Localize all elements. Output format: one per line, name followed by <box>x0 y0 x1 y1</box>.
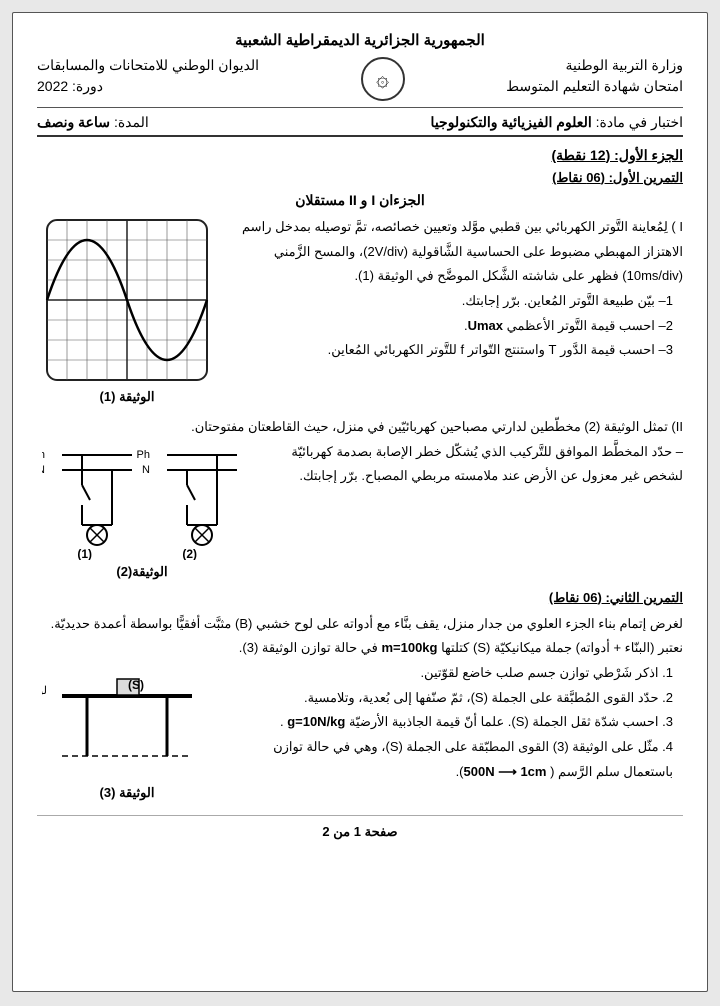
ex2-questions: 1. اذكر شَرْطي توازن جسم صلب خاضع لقوّتي… <box>231 661 683 784</box>
ex1-part-I-row: I ) لِمُعاينة التَّوتر الكهربائي بين قطب… <box>37 215 683 405</box>
I-q2-a: 2– احسب قيمة التَّوتر الأعظمي <box>503 318 673 333</box>
ex2-q2: 2. حدّد القوى المُطبَّقة على الجملة (S)،… <box>231 686 673 711</box>
circuit-num-1: (1) <box>77 547 92 560</box>
I-q2: 2– احسب قيمة التَّوتر الأعظمي Umax. <box>231 314 683 339</box>
subject-row: اختبار في مادة: العلوم الفيزيائية والتكن… <box>37 114 683 137</box>
circuit-num-2: (2) <box>182 547 197 560</box>
logo-glyph: ۞ <box>376 66 389 92</box>
subject-cell: اختبار في مادة: العلوم الفيزيائية والتكن… <box>431 114 683 131</box>
S-label: (S) <box>128 678 144 692</box>
fig2-col: Ph N <box>37 440 247 580</box>
plank-figure: (S) لوح (B) <box>42 661 212 781</box>
duration-cell: المدة: ساعة ونصف <box>37 114 149 131</box>
header-center-col: ۞ <box>361 57 405 101</box>
n-label-1: N <box>42 464 45 476</box>
part1-title: الجزء الأول: (12 نقطة) <box>37 147 683 164</box>
subject-prefix: اختبار في مادة: <box>596 114 683 130</box>
header-left-col: الديوان الوطني للامتحانات والمسابقات دور… <box>37 57 259 95</box>
ex1-title: التمرين الأول: (06 نقاط) <box>37 170 683 186</box>
header-right-col: وزارة التربية الوطنية امتحان شهادة التعل… <box>506 57 683 95</box>
ex1-I-text: I ) لِمُعاينة التَّوتر الكهربائي بين قطب… <box>231 215 683 363</box>
ph-label-2: Ph <box>137 449 150 461</box>
logo-icon: ۞ <box>361 57 405 101</box>
ex2-row: 1. اذكر شَرْطي توازن جسم صلب خاضع لقوّتي… <box>37 661 683 801</box>
page-footer: صفحة 1 من 2 <box>37 815 683 840</box>
session: دورة: 2022 <box>37 78 259 95</box>
fig2-label: الوثيقة(2) <box>37 564 247 580</box>
office: الديوان الوطني للامتحانات والمسابقات <box>37 57 259 74</box>
independent-heading: الجزءان I و II مستقلان <box>37 192 683 209</box>
ministry: وزارة التربية الوطنية <box>506 57 683 74</box>
subject-name: العلوم الفيزيائية والتكنولوجيا <box>431 114 592 130</box>
q3-b: g=10N/kg <box>287 714 345 729</box>
I-q3: 3– احسب قيمة الدَّور T واستنتج التّواتر … <box>231 338 683 363</box>
country-header: الجمهورية الجزائرية الديمقراطية الشعبية <box>37 31 683 49</box>
B-label: لوح <box>42 685 47 697</box>
ex1-part-II-row: – حدّد المخطَّط الموافق للتَّركيب الذي ي… <box>37 440 683 580</box>
q4-b: 500N ⟶ 1cm <box>464 764 547 779</box>
header-row: وزارة التربية الوطنية امتحان شهادة التعل… <box>37 57 683 108</box>
q4-c: ). <box>456 764 464 779</box>
n-label-2: N <box>142 464 150 476</box>
q3-a: 3. احسب شدّة ثقل الجملة (S). علما أنّ قي… <box>345 714 673 729</box>
given-a: نعتبر (البنّاء + أدواته) جملة ميكانيكيّة… <box>437 640 683 655</box>
I-q2-b: Umax <box>468 318 503 333</box>
II-intro: II) تمثل الوثيقة (2) مخطّطين لدارتي مصبا… <box>37 415 683 440</box>
exam-page: الجمهورية الجزائرية الديمقراطية الشعبية … <box>12 12 708 992</box>
ph-label-1: Ph <box>42 449 45 461</box>
exam-name: امتحان شهادة التعليم المتوسط <box>506 78 683 95</box>
duration-prefix: المدة: <box>114 114 149 130</box>
ex2-q4: 4. مثّل على الوثيقة (3) القوى المطبّقة ع… <box>231 735 673 784</box>
ex1-II-text: – حدّد المخطَّط الموافق للتَّركيب الذي ي… <box>261 440 683 489</box>
ex2-given: نعتبر (البنّاء + أدواته) جملة ميكانيكيّة… <box>37 636 683 661</box>
fig1-label: الوثيقة (1) <box>37 389 217 405</box>
fig3-col: (S) لوح (B) الوثيقة (3) <box>37 661 217 801</box>
fig1-col: الوثيقة (1) <box>37 215 217 405</box>
given-b: m=100kg <box>381 640 437 655</box>
ex2-intro: لغرض إتمام بناء الجزء العلوي من جدار منز… <box>37 612 683 637</box>
oscilloscope-figure <box>42 215 212 385</box>
fig3-label: الوثيقة (3) <box>37 785 217 801</box>
II-q: – حدّد المخطَّط الموافق للتَّركيب الذي ي… <box>261 440 683 489</box>
I-intro: I ) لِمُعاينة التَّوتر الكهربائي بين قطب… <box>231 215 683 289</box>
circuits-figure: Ph N <box>42 440 242 560</box>
I-q1: 1– بيّن طبيعة التَّوتر المُعاين. برّر إج… <box>231 289 683 314</box>
ex2-title: التمرين الثاني: (06 نقاط) <box>37 590 683 606</box>
given-c: في حالة توازن الوثيقة (3). <box>239 640 382 655</box>
ex2-q1: 1. اذكر شَرْطي توازن جسم صلب خاضع لقوّتي… <box>231 661 673 686</box>
ex2-q3: 3. احسب شدّة ثقل الجملة (S). علما أنّ قي… <box>231 710 673 735</box>
duration-value: ساعة ونصف <box>37 114 110 130</box>
